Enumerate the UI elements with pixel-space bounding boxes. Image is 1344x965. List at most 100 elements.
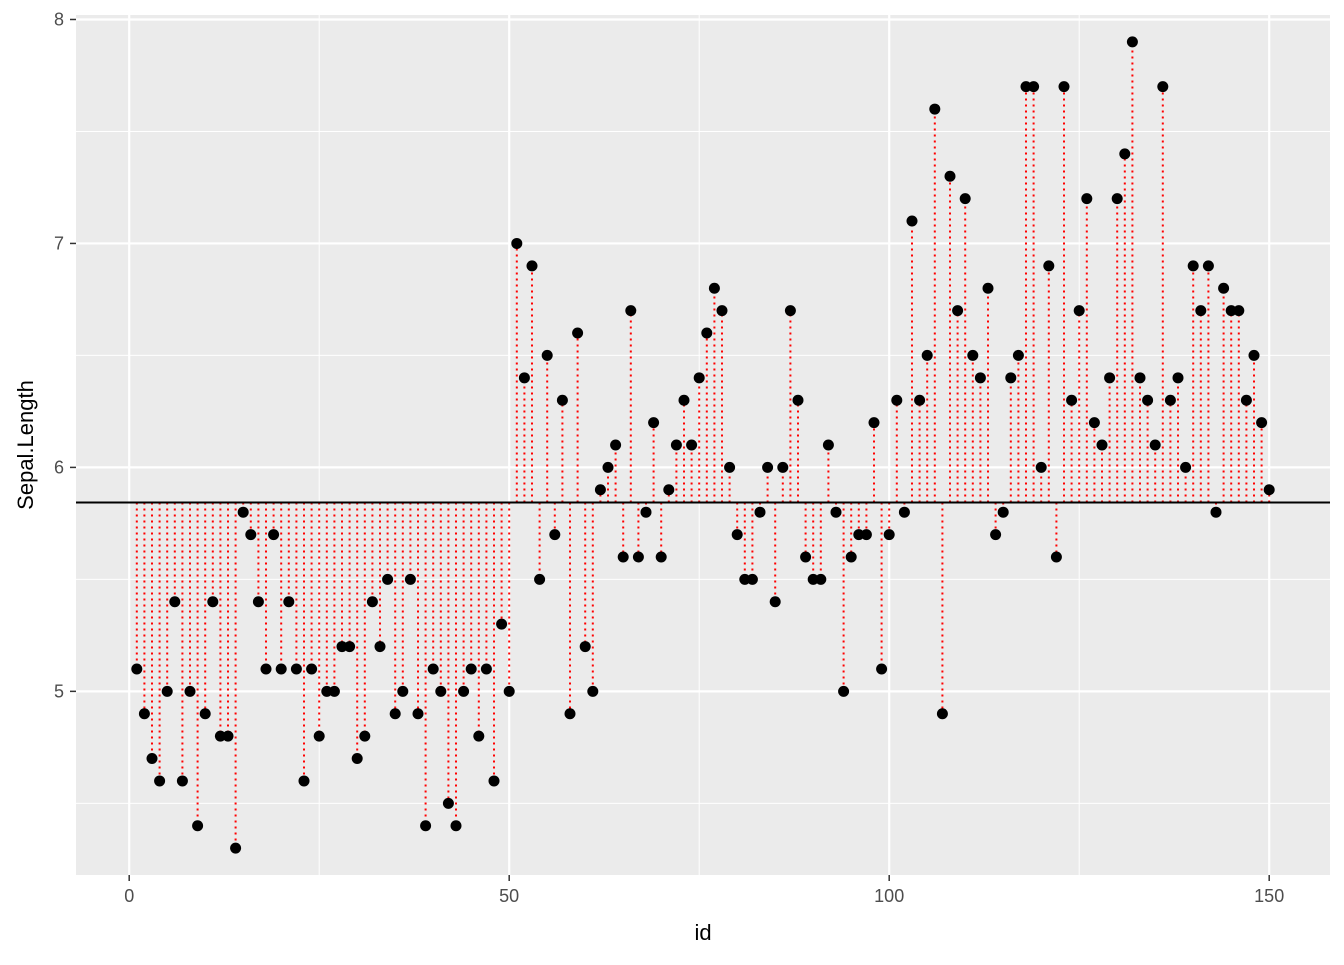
- data-point: [214, 730, 226, 742]
- data-point: [328, 685, 340, 697]
- y-tick-label: 7: [54, 233, 64, 253]
- data-point: [1050, 551, 1062, 563]
- data-point: [1058, 81, 1070, 93]
- data-point: [731, 529, 743, 541]
- y-tick-label: 6: [54, 457, 64, 477]
- data-point: [853, 529, 865, 541]
- data-point: [724, 461, 736, 473]
- data-point: [610, 439, 622, 451]
- data-point: [936, 708, 948, 720]
- data-point: [184, 685, 196, 697]
- data-point: [990, 529, 1002, 541]
- data-point: [655, 551, 667, 563]
- data-point: [1263, 484, 1275, 496]
- data-point: [1157, 81, 1169, 93]
- data-points: [131, 36, 1275, 854]
- data-point: [404, 573, 416, 585]
- data-point: [1066, 394, 1078, 406]
- data-point: [290, 663, 302, 675]
- plot-panel: [76, 15, 1330, 875]
- data-point: [207, 596, 219, 608]
- data-point: [1164, 394, 1176, 406]
- data-point: [678, 394, 690, 406]
- data-point: [952, 305, 964, 317]
- data-point: [1104, 372, 1116, 384]
- data-point: [138, 708, 150, 720]
- data-point: [1134, 372, 1146, 384]
- data-point: [541, 349, 553, 361]
- data-point: [382, 573, 394, 585]
- data-point: [397, 685, 409, 697]
- data-point: [131, 663, 143, 675]
- data-point: [1111, 193, 1123, 205]
- data-point: [252, 596, 264, 608]
- data-point: [556, 394, 568, 406]
- x-tick-label: 0: [124, 886, 134, 906]
- data-point: [822, 439, 834, 451]
- data-point: [154, 775, 166, 787]
- data-point: [1035, 461, 1047, 473]
- x-axis-title: id: [694, 920, 711, 945]
- data-point: [686, 439, 698, 451]
- data-point: [199, 708, 211, 720]
- data-point: [982, 282, 994, 294]
- data-point: [169, 596, 181, 608]
- data-point: [792, 394, 804, 406]
- data-point: [663, 484, 675, 496]
- data-point: [739, 573, 751, 585]
- data-point: [458, 685, 470, 697]
- data-point: [389, 708, 401, 720]
- data-point: [549, 529, 561, 541]
- data-point: [526, 260, 538, 272]
- data-point: [374, 641, 386, 653]
- data-point: [914, 394, 926, 406]
- data-point: [1096, 439, 1108, 451]
- data-point: [868, 417, 880, 429]
- data-point: [815, 573, 827, 585]
- data-point: [298, 775, 310, 787]
- data-point: [480, 663, 492, 675]
- data-point: [1126, 36, 1138, 48]
- data-point: [602, 461, 614, 473]
- data-point: [746, 573, 758, 585]
- data-point: [230, 842, 242, 854]
- data-point: [488, 775, 500, 787]
- data-point: [1248, 349, 1260, 361]
- data-point: [572, 327, 584, 339]
- data-point: [876, 663, 888, 675]
- data-point: [929, 103, 941, 115]
- data-point: [625, 305, 637, 317]
- data-point: [1225, 305, 1237, 317]
- data-point: [161, 685, 173, 697]
- data-point: [192, 820, 204, 832]
- data-point: [579, 641, 591, 653]
- data-point: [891, 394, 903, 406]
- y-tick-label: 5: [54, 681, 64, 701]
- data-point: [1073, 305, 1085, 317]
- data-point: [245, 529, 257, 541]
- data-point: [511, 237, 523, 249]
- data-point: [465, 663, 477, 675]
- x-axis-ticks: 0 50 100 150: [124, 875, 1284, 906]
- data-point: [366, 596, 378, 608]
- data-point: [807, 573, 819, 585]
- data-point: [754, 506, 766, 518]
- data-point: [313, 730, 325, 742]
- data-point: [997, 506, 1009, 518]
- y-tick-label: 8: [54, 9, 64, 29]
- data-point: [640, 506, 652, 518]
- data-point: [283, 596, 295, 608]
- data-point: [594, 484, 606, 496]
- data-point: [921, 349, 933, 361]
- minor-gridlines: [76, 15, 1330, 875]
- data-point: [1202, 260, 1214, 272]
- data-point: [944, 170, 956, 182]
- data-point: [534, 573, 546, 585]
- data-point: [1081, 193, 1093, 205]
- y-axis-title: Sepal.Length: [13, 380, 38, 510]
- data-point: [1187, 260, 1199, 272]
- data-point: [351, 753, 363, 765]
- data-point: [344, 641, 356, 653]
- y-axis-ticks: 5 6 7 8: [54, 9, 76, 701]
